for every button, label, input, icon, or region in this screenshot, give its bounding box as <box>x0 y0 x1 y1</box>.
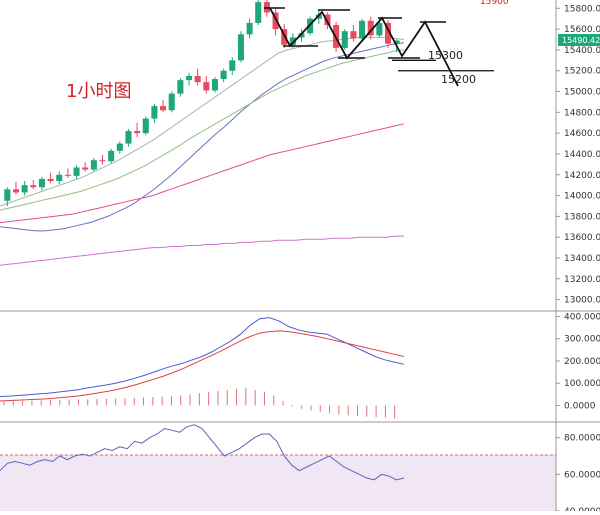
timeframe-label: 1小时图 <box>66 81 131 102</box>
macd-line <box>0 330 405 402</box>
candle-body <box>168 93 175 111</box>
candle-body <box>211 79 219 91</box>
macd-tick-label: 200.0000 <box>564 357 600 367</box>
candle-body <box>367 20 374 36</box>
price-tick-label: 13800.00 <box>564 212 600 222</box>
candle-body <box>359 20 366 39</box>
candle-body <box>160 106 167 111</box>
candle-body <box>350 31 357 39</box>
macd-tick-label: 300.0000 <box>564 335 600 345</box>
candle-body <box>376 22 383 36</box>
y-axis: 13000.00 13200.00 13400.00 13600.00 13800.00… <box>556 4 600 515</box>
annotation-15300: 15300 <box>428 49 463 62</box>
price-tick-label: 15000.00 <box>564 88 600 98</box>
rsi-tick-label: 60.0000 <box>564 470 600 480</box>
price-tick-label: 15800.00 <box>564 4 600 14</box>
candle-body <box>229 60 236 71</box>
rsi-tick-label: 40.0000 <box>564 507 600 511</box>
candle-body <box>4 189 11 201</box>
candle-body <box>90 160 97 170</box>
rsi-overbought-zone <box>0 455 556 511</box>
candle-body <box>246 22 253 35</box>
moving-average-line <box>0 123 405 224</box>
candle-body <box>281 29 288 45</box>
candle-body <box>220 70 227 80</box>
price-tick-label: 13000.00 <box>564 296 600 306</box>
candle-body <box>134 131 141 134</box>
candle-body <box>142 118 149 134</box>
price-tick-label: 14400.00 <box>564 150 600 160</box>
candle-body <box>298 33 305 38</box>
moving-average-line <box>0 42 405 232</box>
candle-body <box>108 150 115 162</box>
candle-body <box>263 2 270 13</box>
price-tick-label: 15400.00 <box>564 46 600 56</box>
price-tick-label: 14200.00 <box>564 171 600 181</box>
candle-body <box>384 22 392 44</box>
rsi-panel <box>0 424 405 481</box>
macd-tick-label: 100.0000 <box>564 379 600 389</box>
candle-body <box>324 14 331 25</box>
candle-body <box>64 174 71 176</box>
candle-body <box>203 82 210 91</box>
price-tick-label: 14800.00 <box>564 108 600 118</box>
candle-body <box>289 37 296 45</box>
moving-average-line <box>0 235 404 266</box>
candle-body <box>82 167 89 170</box>
candle-body <box>99 160 106 162</box>
current-price-tag-text: 15490.42 <box>562 36 600 45</box>
macd-panel <box>0 317 405 419</box>
price-tick-label: 14600.00 <box>564 129 600 139</box>
candle-body <box>272 12 279 30</box>
candle-body <box>177 80 184 94</box>
macd-tick-label: 400.0000 <box>564 312 600 322</box>
candle-body <box>116 143 123 151</box>
candle-body <box>21 185 28 193</box>
candle-body <box>307 18 314 34</box>
candle-body <box>47 178 54 182</box>
price-tick-label: 13400.00 <box>564 254 600 264</box>
candle-body <box>12 189 20 193</box>
candle-body <box>393 40 400 44</box>
rsi-tick-label: 80.0000 <box>564 434 600 444</box>
candle-body <box>237 34 244 61</box>
price-tick-label: 14000.00 <box>564 192 600 202</box>
annotation-15200: 15200 <box>441 73 476 86</box>
candle-body <box>255 2 262 23</box>
candle-body <box>341 31 348 48</box>
candle-body <box>38 178 45 188</box>
price-panel <box>0 0 405 266</box>
candle-body <box>185 75 193 81</box>
rsi-line <box>0 424 405 481</box>
price-tick-label: 13200.00 <box>564 275 600 285</box>
price-tick-label: 15200.00 <box>564 67 600 77</box>
drawn-trend-lines <box>264 7 494 87</box>
current-price-tag <box>558 34 600 46</box>
candle-body <box>194 75 201 83</box>
candle-body <box>73 167 80 176</box>
price-tick-label: 15600.00 <box>564 25 600 35</box>
macd-tick-label: 0.0000 <box>564 401 596 411</box>
candle-body <box>30 185 37 188</box>
top-partial-tick: 15900 <box>480 0 509 7</box>
candle-body <box>151 106 158 119</box>
candle-body <box>56 174 63 182</box>
moving-average-line <box>0 49 405 211</box>
macd-line <box>0 317 405 397</box>
projection-zigzag <box>269 7 459 87</box>
price-tick-label: 13600.00 <box>564 233 600 243</box>
candle-body <box>125 131 132 144</box>
